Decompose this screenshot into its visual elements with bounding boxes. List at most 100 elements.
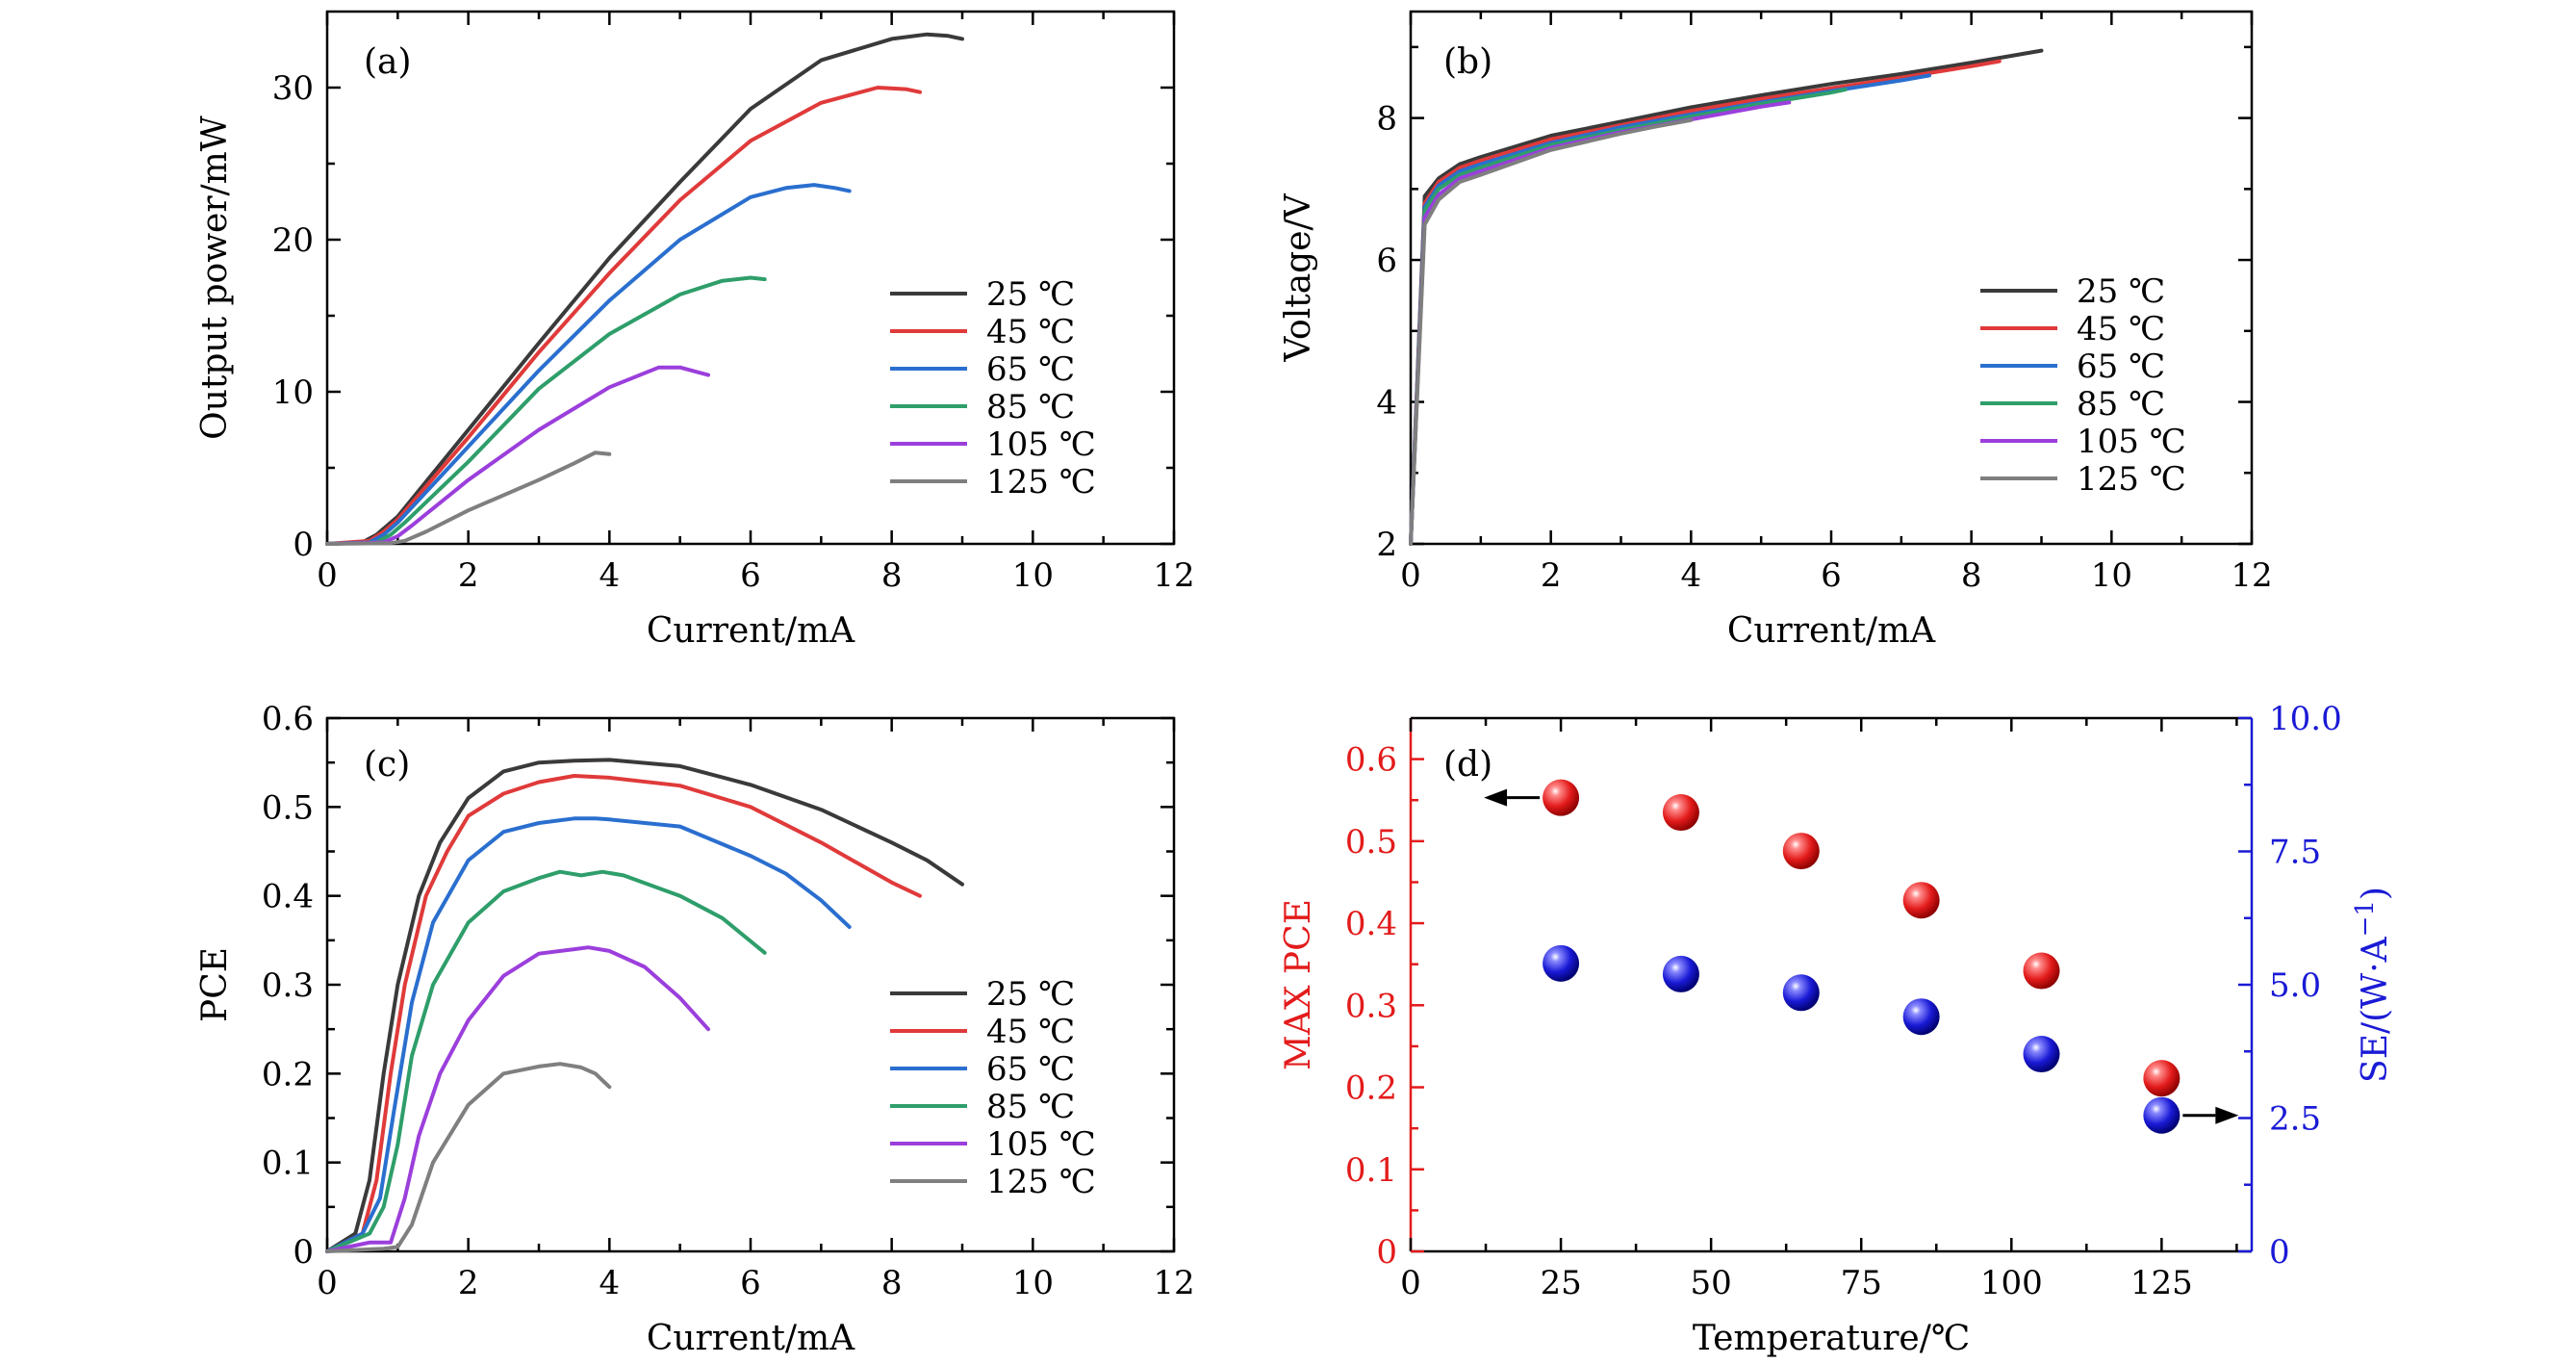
- y-right-tick-label: 0: [2269, 1233, 2290, 1272]
- panel-tag: (a): [364, 42, 412, 82]
- legend-label: 85 ℃: [986, 1088, 1075, 1126]
- y-right-axis-label-exponent: −1: [2351, 900, 2380, 937]
- legend-label: 85 ℃: [2077, 385, 2165, 424]
- panel-d-temperature-chart: 0 25 50 75 100 125 0 0.1 0.2 0.3 0.4 0.5 0.6 0 2.5 5.0 7…: [1279, 700, 2395, 1358]
- y-axis-label: Output power/mW: [195, 116, 235, 440]
- max-pce-point: [2023, 952, 2060, 990]
- y-tick-label: 20: [272, 221, 314, 260]
- legend-label: 105 ℃: [986, 425, 1096, 464]
- y-left-tick-label: 0.3: [1345, 987, 1397, 1025]
- y-axis-label: PCE: [195, 947, 235, 1022]
- x-tick-label: 6: [740, 1264, 761, 1302]
- series-line-125C: [325, 1062, 612, 1253]
- y-left-tick-label: 0.2: [1345, 1069, 1397, 1108]
- se-point: [2143, 1096, 2181, 1134]
- legend-label: 125 ℃: [986, 463, 1096, 502]
- legend-label: 45 ℃: [2077, 310, 2165, 348]
- x-tick-label: 6: [740, 556, 761, 595]
- legend-label: 85 ℃: [986, 388, 1075, 426]
- x-tick-label: 125: [2130, 1264, 2193, 1302]
- x-tick-label: 12: [2231, 556, 2272, 595]
- y-left-tick-label: 0.6: [1345, 741, 1397, 780]
- y-left-tick-label: 0.5: [1345, 823, 1397, 862]
- series-line-105C: [325, 365, 710, 546]
- series-line-125C: [1409, 117, 1694, 546]
- y-tick-label: 0.6: [262, 700, 314, 738]
- legend-label: 125 ℃: [2077, 460, 2186, 499]
- x-axis-label: Current/mA: [1727, 611, 1936, 651]
- legend-label: 105 ℃: [986, 1125, 1096, 1164]
- series-line-105C: [1409, 100, 1792, 546]
- x-axis-label: Current/mA: [647, 611, 855, 651]
- x-tick-label: 8: [881, 1264, 903, 1302]
- y-axis-label: Voltage/V: [1279, 193, 1318, 362]
- panel-tag: (c): [364, 745, 410, 785]
- x-tick-label: 2: [458, 1264, 479, 1302]
- y-left-axis-label: MAX PCE: [1279, 899, 1318, 1070]
- series-line-85C: [325, 275, 767, 546]
- se-point: [1902, 998, 1940, 1036]
- y-tick-label: 2: [1376, 526, 1397, 564]
- legend-label: 25 ℃: [2077, 272, 2165, 311]
- x-tick-label: 4: [1681, 556, 1702, 595]
- left-axis-arrow-head: [1484, 788, 1508, 807]
- series-line-85C: [1409, 88, 1848, 546]
- legend-label: 105 ℃: [2077, 423, 2186, 461]
- right-axis-arrow-head: [2215, 1106, 2239, 1124]
- max-pce-point: [1782, 833, 1820, 870]
- y-right-axis-label-main: SE/(W·A: [2356, 936, 2395, 1083]
- x-tick-label: 4: [599, 1264, 621, 1302]
- max-pce-point: [1543, 779, 1580, 816]
- x-tick-label: 0: [317, 1264, 338, 1302]
- series-line-65C: [325, 816, 852, 1253]
- y-tick-label: 0.4: [262, 878, 314, 916]
- x-axis-label: Temperature/℃: [1693, 1319, 1970, 1358]
- y-right-tick-label: 2.5: [2269, 1100, 2321, 1139]
- y-tick-label: 8: [1376, 100, 1397, 139]
- se-point: [2023, 1036, 2060, 1073]
- x-tick-label: 0: [1400, 1264, 1421, 1302]
- y-tick-label: 30: [272, 69, 314, 108]
- series-line-25C: [325, 758, 964, 1253]
- series-line-25C: [1409, 48, 2044, 546]
- y-tick-label: 0.1: [262, 1145, 314, 1183]
- series-line-65C: [325, 183, 852, 546]
- y-tick-label: 0.2: [262, 1055, 314, 1094]
- x-tick-label: 8: [881, 556, 903, 595]
- y-tick-label: 10: [272, 373, 314, 412]
- series-line-45C: [325, 86, 922, 546]
- x-axis-label: Current/mA: [647, 1319, 855, 1358]
- x-tick-label: 10: [2091, 556, 2132, 595]
- y-left-tick-label: 0.4: [1345, 905, 1397, 943]
- se-point: [1662, 955, 1699, 992]
- legend-label: 65 ℃: [986, 350, 1075, 389]
- legend-label: 25 ℃: [986, 275, 1075, 314]
- legend-label: 45 ℃: [986, 1013, 1075, 1051]
- max-pce-point: [2143, 1060, 2181, 1097]
- y-tick-label: 0: [293, 1233, 314, 1272]
- series-line-25C: [325, 32, 964, 546]
- legend-label: 65 ℃: [986, 1050, 1075, 1089]
- x-tick-label: 8: [1961, 556, 1982, 595]
- max-pce-point: [1902, 882, 1940, 919]
- max-pce-point: [1662, 794, 1699, 832]
- y-right-tick-label: 5.0: [2269, 966, 2321, 1005]
- panel-c-pce-chart: 0 2 4 6 8 10 12 0 0.1 0.2 0.3 0.4 0.5 0.6 Current/mA PC…: [195, 700, 1195, 1358]
- y-left-tick-label: 0.1: [1345, 1151, 1397, 1190]
- se-point: [1782, 974, 1820, 1012]
- y-left-tick-label: 0: [1376, 1233, 1397, 1272]
- x-tick-label: 100: [1980, 1264, 2043, 1302]
- legend-label: 45 ℃: [986, 313, 1075, 351]
- x-tick-label: 2: [1541, 556, 1562, 595]
- y-right-tick-label: 7.5: [2269, 834, 2321, 872]
- series-line-65C: [1409, 73, 1931, 546]
- y-tick-label: 6: [1376, 242, 1397, 280]
- legend-label: 25 ℃: [986, 975, 1075, 1014]
- series-line-125C: [325, 450, 612, 546]
- panel-tag: (b): [1443, 42, 1492, 82]
- se-point: [1543, 944, 1580, 982]
- x-tick-label: 0: [317, 556, 338, 595]
- panel-a-output-power-chart: 0 2 4 6 8 10 12 0 10 20 30 Current/mA Output power/m…: [195, 10, 1195, 651]
- series-line-45C: [325, 774, 922, 1253]
